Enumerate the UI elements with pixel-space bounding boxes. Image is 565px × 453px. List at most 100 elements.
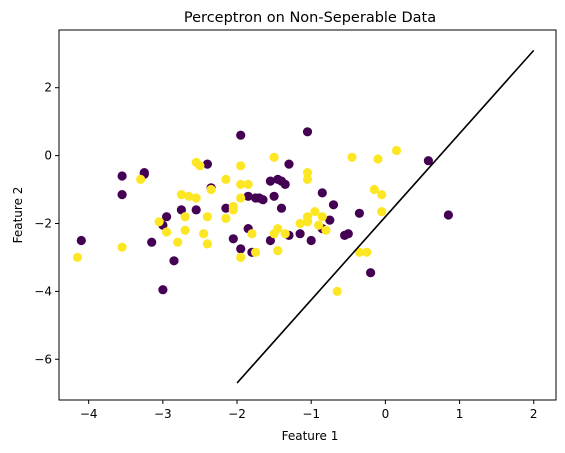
data-point-class-0	[295, 229, 305, 239]
data-point-class-0	[228, 234, 238, 244]
data-point-class-1	[269, 152, 279, 162]
data-point-class-1	[354, 247, 364, 257]
data-point-class-0	[117, 171, 127, 181]
data-point-class-0	[117, 190, 127, 200]
data-point-class-1	[236, 161, 246, 171]
data-point-class-0	[169, 256, 179, 266]
data-point-class-1	[173, 237, 183, 247]
data-point-class-1	[310, 207, 320, 217]
data-point-class-0	[366, 268, 376, 278]
data-point-class-1	[202, 239, 212, 249]
data-point-class-1	[176, 190, 186, 200]
data-point-class-0	[191, 205, 201, 215]
y-tick-label: 0	[44, 149, 52, 163]
data-point-class-1	[377, 190, 387, 200]
data-point-class-0	[423, 156, 433, 166]
data-point-class-1	[236, 252, 246, 262]
data-point-class-1	[314, 220, 324, 230]
data-point-class-0	[202, 159, 212, 169]
data-point-class-0	[317, 188, 327, 198]
data-point-class-0	[280, 179, 290, 189]
x-tick-label: −2	[228, 407, 246, 421]
data-point-class-0	[76, 235, 86, 246]
data-point-class-1	[202, 212, 212, 222]
data-point-class-1	[302, 168, 313, 178]
data-point-class-0	[328, 200, 339, 210]
data-point-class-1	[195, 161, 205, 171]
decision-line-layer	[236, 49, 535, 384]
points-layer	[72, 127, 453, 296]
decision-boundary-line	[236, 49, 535, 384]
data-point-class-1	[162, 227, 172, 237]
x-tick-label: 1	[456, 407, 464, 421]
data-point-class-1	[221, 213, 231, 223]
data-point-class-1	[136, 174, 146, 184]
data-point-class-1	[221, 174, 231, 184]
data-point-class-1	[117, 242, 127, 252]
y-tick-label: −6	[34, 352, 52, 366]
data-point-class-0	[236, 130, 246, 140]
data-point-class-1	[191, 193, 201, 203]
x-tick-label: −3	[154, 407, 172, 421]
y-tick-label: −4	[34, 284, 52, 298]
data-point-class-1	[236, 179, 246, 189]
data-point-class-1	[362, 247, 372, 257]
data-point-class-0	[162, 212, 172, 222]
data-point-class-1	[332, 286, 342, 296]
data-point-class-0	[265, 235, 275, 246]
data-point-class-1	[273, 224, 283, 234]
data-point-class-1	[302, 174, 313, 184]
data-point-class-1	[247, 229, 257, 239]
data-point-class-1	[295, 218, 305, 229]
data-point-class-0	[269, 191, 279, 201]
data-point-class-1	[302, 217, 313, 227]
data-point-class-0	[176, 205, 186, 215]
data-point-class-0	[306, 235, 316, 246]
data-point-class-0	[158, 285, 168, 295]
x-axis-label: Feature 1	[282, 429, 339, 443]
data-point-class-1	[273, 246, 283, 256]
data-point-class-0	[258, 195, 268, 205]
data-point-class-1	[154, 217, 164, 227]
data-point-class-1	[72, 252, 83, 262]
data-point-class-1	[206, 184, 216, 195]
data-point-class-1	[236, 193, 246, 203]
data-point-class-1	[228, 205, 238, 215]
data-point-class-0	[443, 210, 453, 220]
y-tick-label: 2	[44, 81, 52, 95]
x-tick-label: −1	[302, 407, 320, 421]
data-point-class-1	[373, 154, 383, 164]
data-point-class-1	[369, 184, 379, 195]
data-point-class-1	[199, 229, 209, 239]
x-tick-label: 0	[382, 407, 390, 421]
data-point-class-0	[265, 176, 275, 186]
y-axis-label: Feature 2	[11, 187, 25, 244]
data-point-class-1	[391, 145, 402, 156]
data-point-class-0	[325, 215, 335, 225]
data-point-class-1	[347, 152, 357, 162]
data-point-class-0	[147, 237, 157, 247]
data-point-class-0	[354, 208, 364, 218]
data-point-class-0	[276, 203, 287, 213]
data-point-class-0	[302, 127, 313, 137]
data-point-class-0	[236, 244, 246, 254]
x-tick-label: 2	[530, 407, 538, 421]
x-tick-label: −4	[80, 407, 98, 421]
data-point-class-1	[280, 229, 290, 239]
data-point-class-0	[343, 229, 353, 239]
ticks-layer: −4 −3 −2 −1 0 1 2 −6 −4 −2 0 2	[34, 81, 537, 421]
data-point-class-0	[284, 159, 294, 169]
data-point-class-0	[243, 191, 253, 201]
chart-title: Perceptron on Non-Seperable Data	[184, 10, 436, 26]
data-point-class-1	[321, 225, 331, 235]
data-point-class-1	[251, 247, 261, 257]
data-point-class-1	[317, 212, 327, 222]
data-point-class-1	[180, 225, 190, 235]
data-point-class-1	[243, 179, 253, 189]
data-point-class-1	[377, 207, 387, 217]
data-point-class-1	[180, 212, 190, 222]
plot-frame	[58, 29, 557, 401]
y-tick-label: −2	[34, 216, 52, 230]
data-point-class-0	[221, 203, 231, 213]
